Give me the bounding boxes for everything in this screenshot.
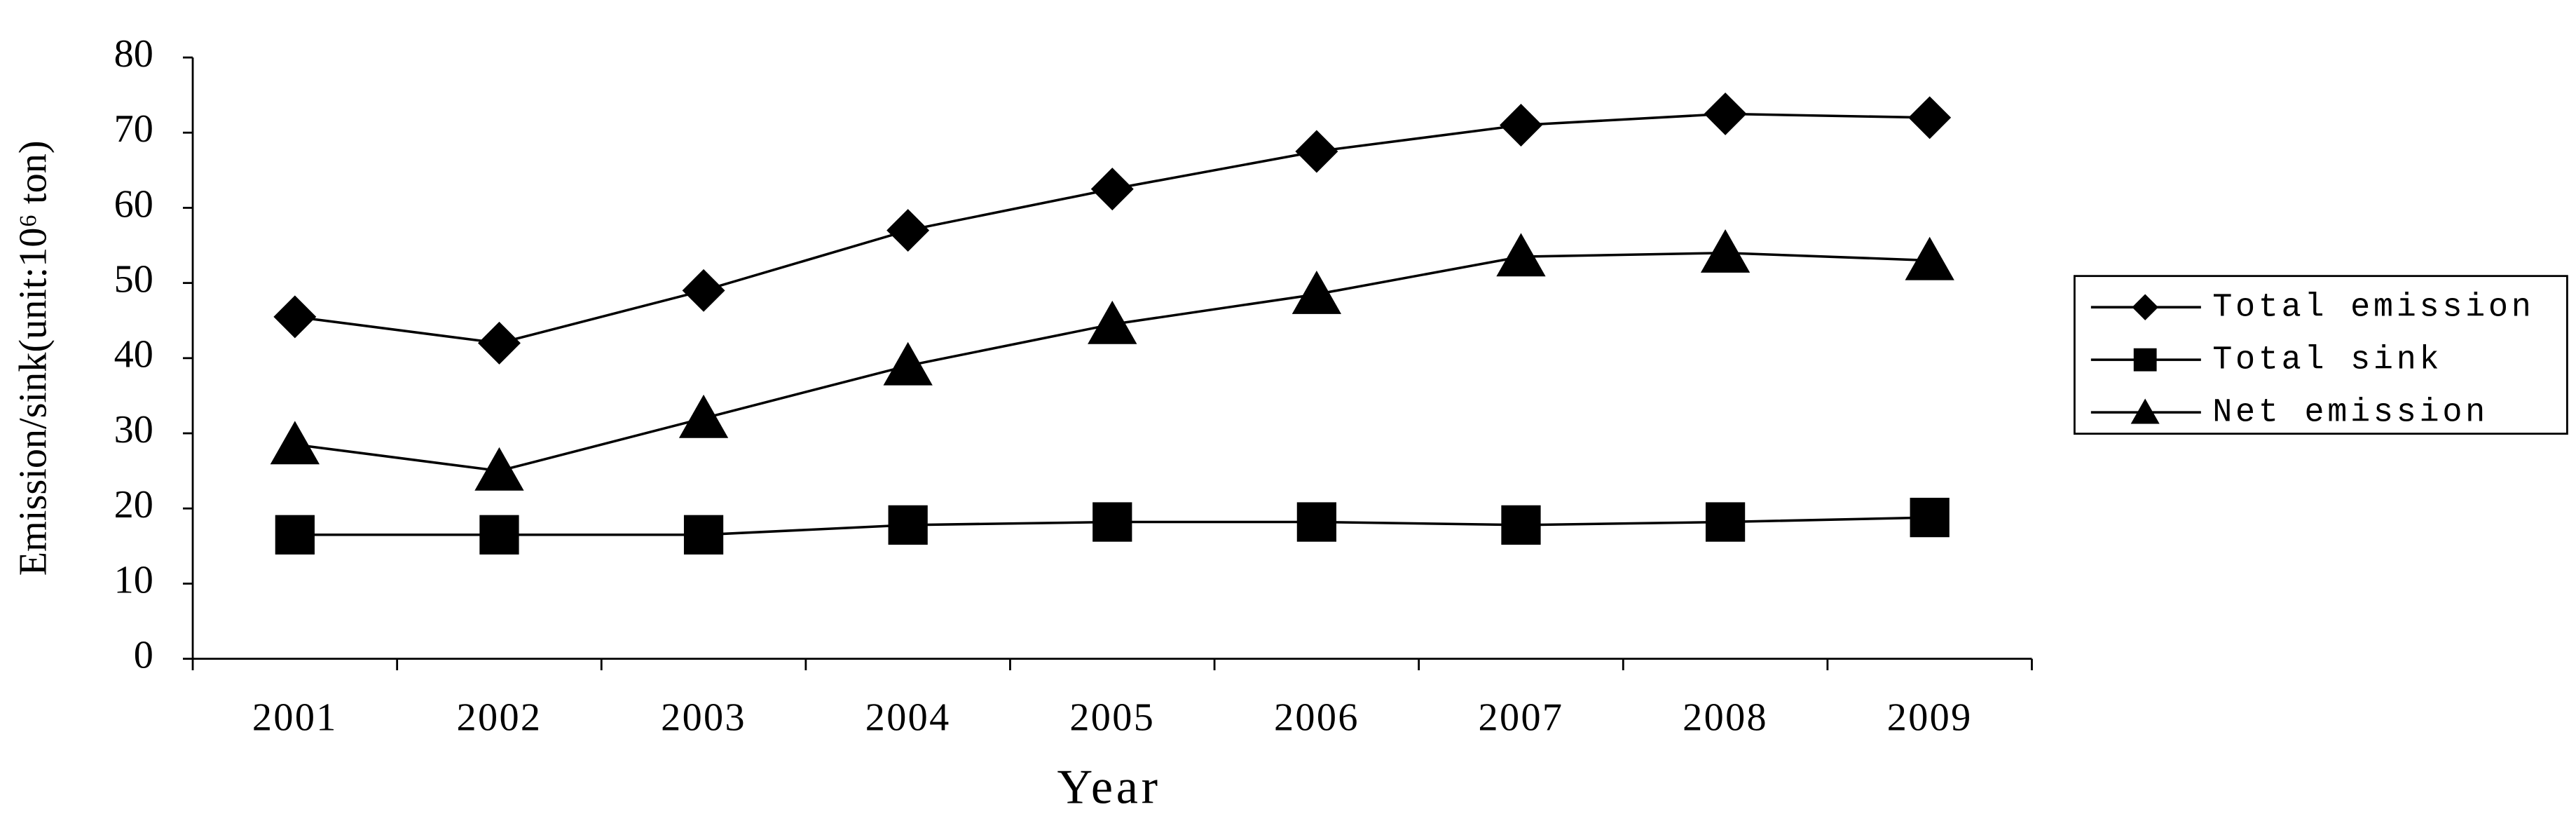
marker <box>1700 229 1751 273</box>
marker <box>1092 502 1132 542</box>
y-tick-label: 10 <box>114 558 153 602</box>
x-tick-label: 2005 <box>1069 696 1155 740</box>
marker <box>1296 502 1336 542</box>
marker <box>888 505 928 545</box>
series-line <box>294 251 1930 473</box>
x-tick-label: 2009 <box>1887 696 1973 740</box>
y-tick-label: 20 <box>114 483 153 527</box>
marker <box>2133 348 2157 372</box>
x-tick-label: 2003 <box>661 696 746 740</box>
marker <box>683 515 724 555</box>
marker <box>1910 497 1950 538</box>
marker <box>1501 505 1541 545</box>
y-tick-label: 0 <box>134 634 153 677</box>
x-tick-label: 2008 <box>1683 696 1768 740</box>
legend-label: Total sink <box>2212 342 2442 379</box>
marker <box>273 295 317 339</box>
marker <box>2132 294 2158 320</box>
x-tick-label: 2006 <box>1274 696 1359 740</box>
marker <box>886 209 930 252</box>
marker <box>682 269 725 312</box>
marker <box>1500 104 1542 147</box>
legend: Total emission Total sink Net emission <box>2074 275 2568 435</box>
marker <box>1705 502 1746 542</box>
marker <box>2130 398 2160 424</box>
y-tick-label: 70 <box>114 107 153 151</box>
x-tick-label: 2004 <box>865 696 951 740</box>
marker <box>883 341 933 386</box>
x-tick-label: 2007 <box>1479 696 1564 740</box>
y-tick-label: 50 <box>114 258 153 301</box>
marker <box>1905 236 1954 280</box>
marker <box>1496 233 1546 277</box>
x-tick-label: 2001 <box>252 696 338 740</box>
marker <box>270 421 320 465</box>
y-axis-label: Emission/sink(unit:10⁶ ton) <box>11 140 55 576</box>
marker <box>1908 96 1952 140</box>
marker <box>678 394 729 438</box>
marker <box>275 515 315 555</box>
marker <box>1090 168 1134 211</box>
marker <box>1292 270 1342 314</box>
y-tick-label: 40 <box>114 333 153 376</box>
marker <box>1295 130 1338 173</box>
legend-label: Net emission <box>2212 395 2488 432</box>
y-tick-label: 80 <box>114 32 153 76</box>
marker <box>1088 300 1137 344</box>
marker <box>474 447 524 491</box>
marker <box>477 321 521 365</box>
y-tick-label: 30 <box>114 408 153 452</box>
x-tick-label: 2002 <box>457 696 542 740</box>
marker <box>479 515 519 555</box>
legend-label: Total emission <box>2212 290 2534 327</box>
marker <box>1704 92 1747 135</box>
x-axis-label: Year <box>1057 760 1160 815</box>
y-tick-label: 60 <box>114 182 153 226</box>
